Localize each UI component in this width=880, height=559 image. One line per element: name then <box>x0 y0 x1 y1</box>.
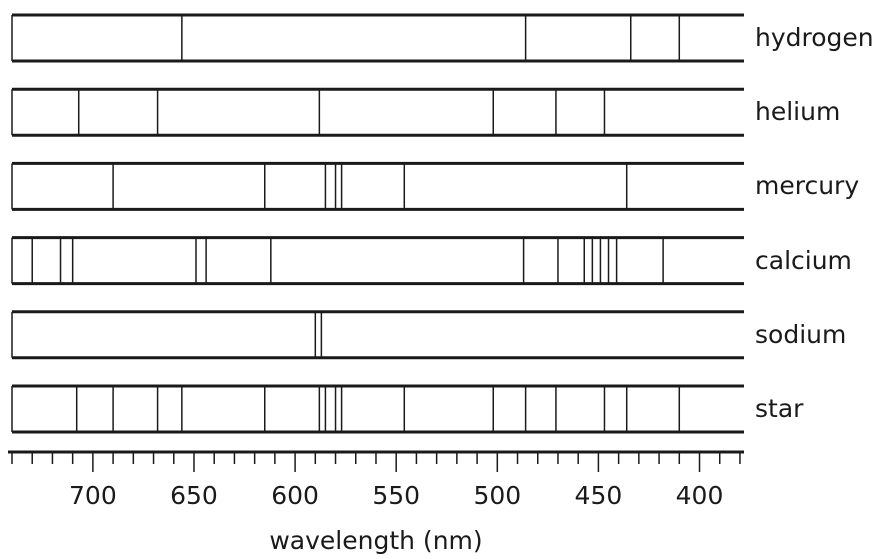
x-axis-label: wavelength (nm) <box>0 528 752 553</box>
spectrum-helium <box>12 89 744 135</box>
tick-label: 550 <box>356 483 436 508</box>
spectrum-calcium <box>12 238 744 284</box>
tick-label: 500 <box>457 483 537 508</box>
tick-label: 400 <box>660 483 740 508</box>
tick-label: 650 <box>154 483 234 508</box>
tick-label: 450 <box>558 483 638 508</box>
tick-label: 600 <box>255 483 335 508</box>
spectra-group <box>12 15 744 432</box>
spectrum-sodium <box>12 312 744 358</box>
wavelength-axis <box>8 452 744 472</box>
tick-label: 700 <box>53 483 133 508</box>
element-label-sodium: sodium <box>755 322 846 347</box>
element-label-mercury: mercury <box>755 173 859 198</box>
spectrum-hydrogen <box>12 15 744 61</box>
element-label-calcium: calcium <box>755 248 852 273</box>
element-label-helium: helium <box>755 99 840 124</box>
element-label-hydrogen: hydrogen <box>755 25 874 50</box>
element-label-star: star <box>755 396 803 421</box>
spectrum-star <box>12 386 744 432</box>
spectrum-mercury <box>12 163 744 209</box>
